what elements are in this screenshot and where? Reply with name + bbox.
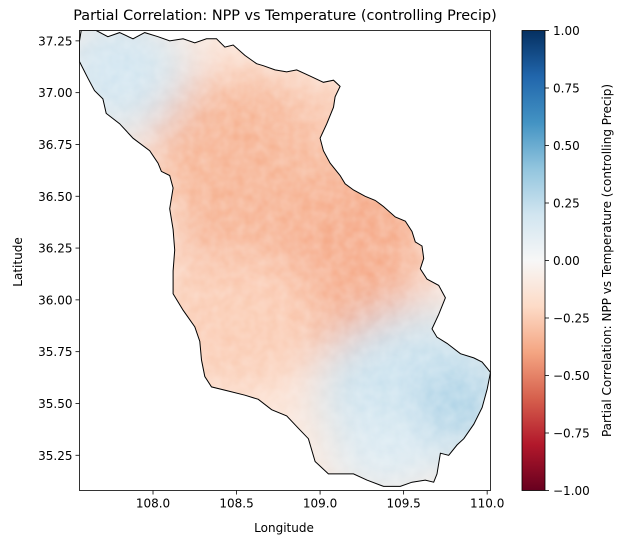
colorbar-tick-label: −0.50 [553, 369, 590, 383]
y-tick-label: 35.50 [38, 397, 72, 411]
y-axis: 35.25 35.50 35.75 36.00 36.25 36.50 36.75 37.00… [38, 34, 80, 463]
field-texture [79, 30, 491, 487]
y-tick-label: 37.25 [38, 34, 72, 48]
y-tick-label: 35.25 [38, 449, 72, 463]
colorbar-tick-label: 0.25 [553, 197, 580, 211]
colorbar-tick-label: 0.50 [553, 139, 580, 153]
y-tick-label: 36.25 [38, 242, 72, 256]
colorbar: −1.00 −0.75 −0.50 −0.25 0.00 0.25 0.50 0.75 1.00… [521, 24, 614, 498]
y-tick-label: 37.00 [38, 86, 72, 100]
plot-frame [79, 30, 491, 491]
x-axis-label: Longitude [254, 521, 314, 535]
colorbar-tick-label: 1.00 [553, 24, 580, 38]
x-tick-label: 108.5 [219, 497, 253, 511]
colorbar-tick-label: −0.75 [553, 427, 590, 441]
colorbar-tick-label: −0.25 [553, 312, 590, 326]
x-tick-label: 109.0 [303, 497, 337, 511]
x-axis: 108.0 108.5 109.0 109.5 110.0 [136, 490, 504, 511]
plot-area [79, 30, 491, 487]
colorbar-label: Partial Correlation: NPP vs Temperature … [600, 84, 614, 437]
region-boundary [79, 30, 491, 487]
y-tick-label: 36.50 [38, 190, 72, 204]
colorbar-tick-label: 0.00 [553, 254, 580, 268]
x-tick-label: 110.0 [470, 497, 504, 511]
y-tick-label: 36.75 [38, 138, 72, 152]
x-tick-label: 108.0 [136, 497, 170, 511]
y-tick-label: 36.00 [38, 293, 72, 307]
correlation-field [79, 30, 491, 487]
chart-title: Partial Correlation: NPP vs Temperature … [73, 8, 496, 24]
colorbar-gradient [521, 30, 546, 491]
colorbar-tick-label: −1.00 [553, 484, 590, 498]
colorbar-ticks: −1.00 −0.75 −0.50 −0.25 0.00 0.25 0.50 0.75 1.00 [545, 24, 590, 498]
colorbar-tick-label: 0.75 [553, 82, 580, 96]
y-tick-label: 35.75 [38, 345, 72, 359]
x-tick-label: 109.5 [386, 497, 420, 511]
y-axis-label: Latitude [11, 237, 25, 286]
